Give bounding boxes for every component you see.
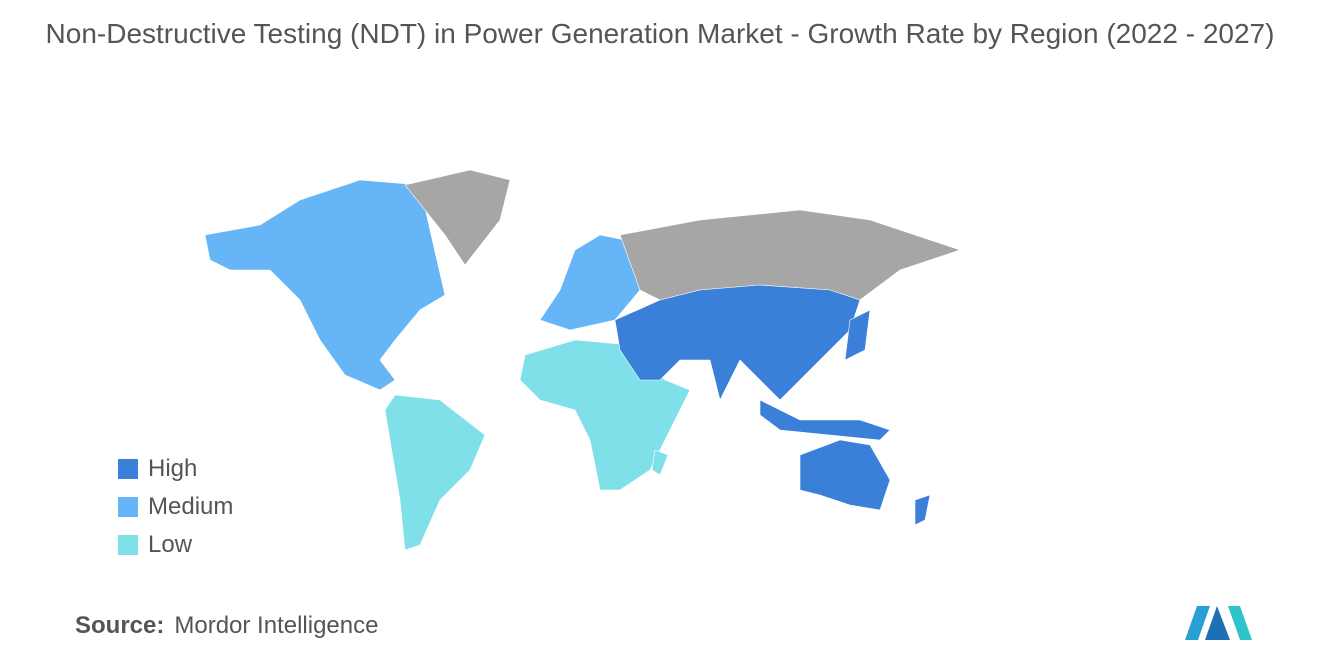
region-madagascar: [651, 449, 669, 476]
chart-title: Non-Destructive Testing (NDT) in Power G…: [45, 18, 1275, 49]
legend-item: High: [118, 450, 233, 488]
region-australia: [799, 439, 891, 511]
legend-swatch: [118, 497, 138, 517]
logo: [1185, 606, 1252, 640]
region-russia: [619, 209, 961, 301]
legend-swatch: [118, 459, 138, 479]
region-japan: [844, 309, 871, 361]
legend-label: Medium: [148, 493, 234, 520]
region-indonesia: [759, 399, 891, 441]
legend-label: High: [148, 455, 198, 482]
legend-item: Low: [118, 526, 233, 564]
source: Source: Mordor Intelligence: [75, 612, 378, 640]
region-new-zealand: [914, 494, 931, 526]
source-text: Mordor Intelligence: [174, 612, 379, 639]
region-south-america: [384, 394, 486, 551]
legend: High Medium Low: [118, 450, 233, 564]
legend-swatch: [118, 535, 138, 555]
region-asia: [614, 284, 861, 401]
legend-item: Medium: [118, 488, 233, 526]
source-label: Source:: [75, 612, 165, 639]
legend-label: Low: [148, 531, 193, 558]
region-greenland: [404, 169, 511, 266]
region-north-america: [204, 179, 446, 391]
